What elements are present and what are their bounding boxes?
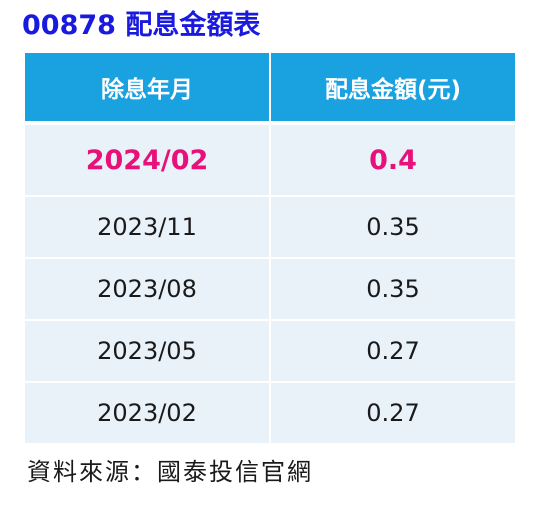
table-row-latest: 2024/02 0.4: [25, 121, 515, 196]
dividend-table: 除息年月 配息金額(元) 2024/02 0.4 2023/11 0.35 20…: [25, 53, 515, 443]
row-date: 2023/11: [25, 195, 271, 258]
table-row: 2023/05 0.27: [25, 319, 515, 382]
row-date: 2023/08: [25, 257, 271, 320]
row-amount: 0.4: [270, 121, 515, 196]
page-title: 00878 配息金額表: [22, 10, 261, 41]
row-date: 2023/05: [25, 319, 271, 382]
row-amount: 0.35: [270, 195, 515, 258]
table-row: 2023/08 0.35: [25, 257, 515, 320]
data-source-note: 資料來源：國泰投信官網: [27, 458, 313, 486]
row-date: 2023/02: [25, 381, 271, 443]
row-amount: 0.27: [270, 319, 515, 382]
table-row: 2023/11 0.35: [25, 195, 515, 258]
table-row: 2023/02 0.27: [25, 381, 515, 443]
row-date: 2024/02: [25, 121, 271, 196]
table-header-row: 除息年月 配息金額(元): [25, 53, 515, 123]
header-ex-dividend-date: 除息年月: [25, 53, 271, 123]
row-amount: 0.35: [270, 257, 515, 320]
row-amount: 0.27: [270, 381, 515, 443]
header-dividend-amount: 配息金額(元): [270, 53, 515, 123]
